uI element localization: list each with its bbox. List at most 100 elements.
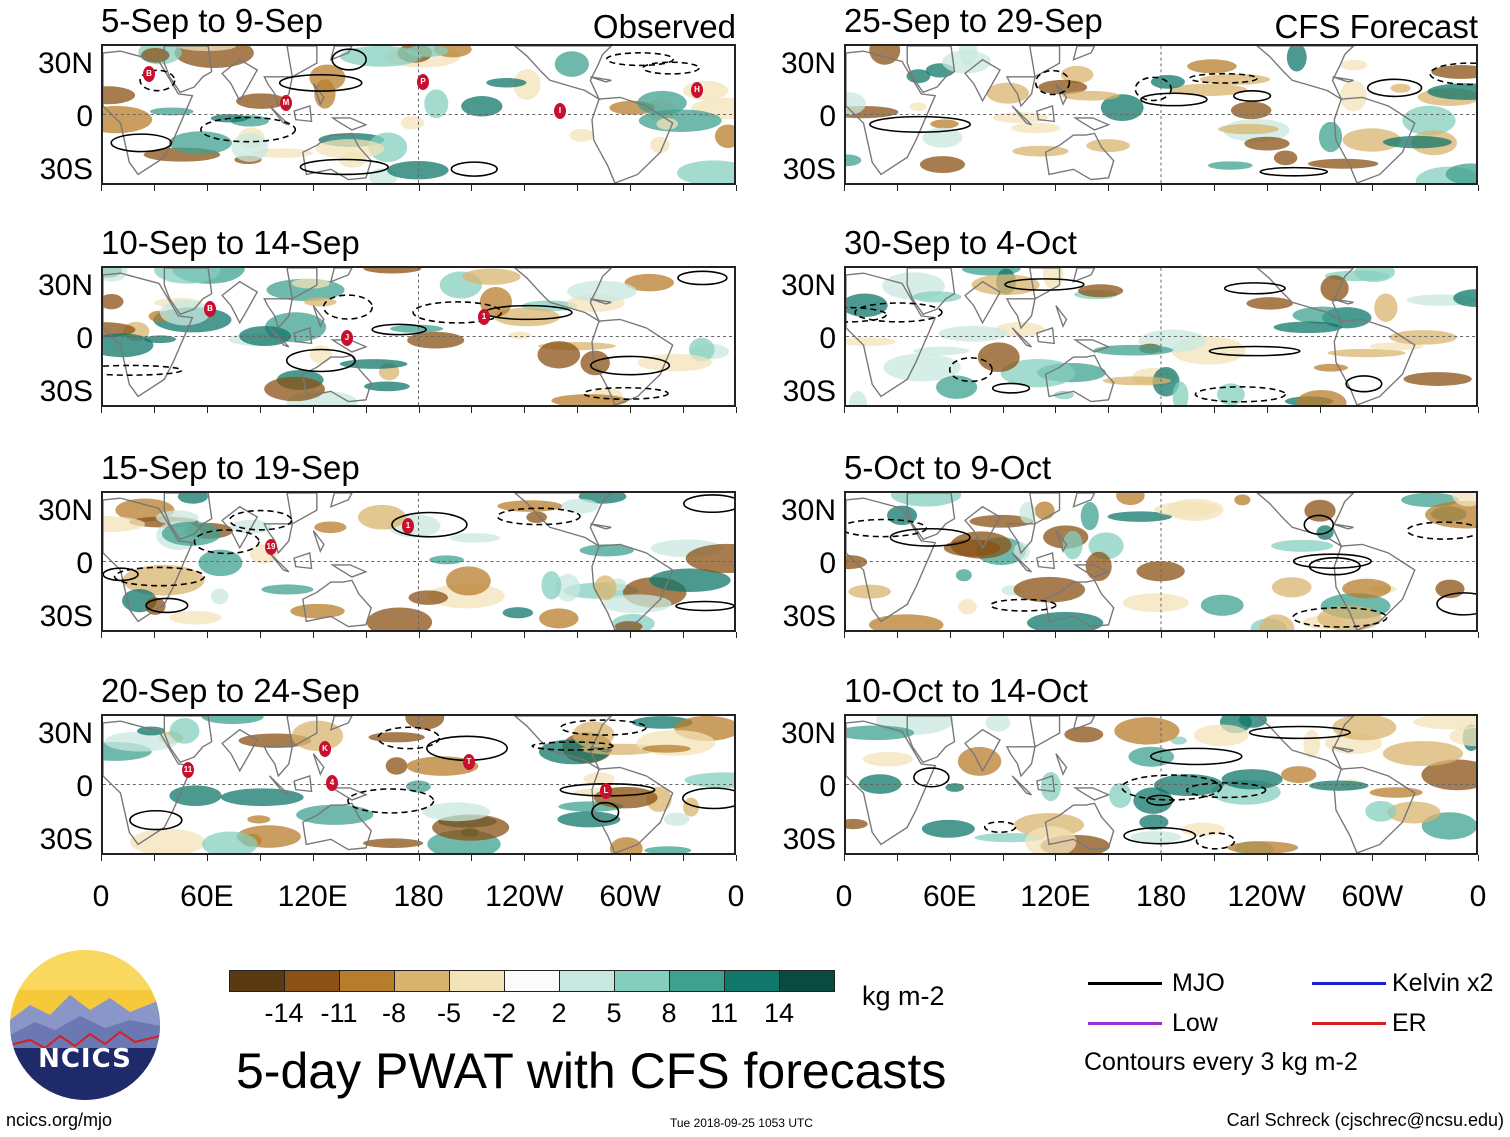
anomaly-blob (1208, 161, 1253, 170)
mjo-contour-positive (1149, 747, 1243, 766)
anomaly-blob (656, 117, 679, 130)
axis-tick (471, 185, 473, 191)
lat-label: 30N (780, 269, 836, 302)
anomaly-blob (1154, 501, 1220, 517)
axis-tick (1002, 407, 1004, 413)
contour-note: Contours every 3 kg m-2 (1084, 1048, 1358, 1076)
mjo-contour-positive (889, 527, 971, 547)
anomaly-blob (624, 273, 674, 292)
coastline (591, 766, 674, 853)
lat-label: 0 (76, 770, 93, 803)
axis-tick (1055, 407, 1057, 413)
lat-label: 0 (819, 100, 836, 133)
anomaly-blob (357, 504, 407, 530)
pwat-map-panel (844, 714, 1478, 855)
mjo-contour-negative (582, 386, 669, 400)
axis-tick (1055, 855, 1057, 861)
axis-tick (577, 407, 579, 413)
anomaly-blob (1382, 740, 1464, 767)
lat-label: 0 (76, 547, 93, 580)
anomaly-blob (1340, 80, 1367, 112)
axis-tick (365, 855, 367, 861)
coastline (293, 552, 313, 570)
mjo-contour-positive (591, 801, 620, 823)
anomaly-blob (1320, 275, 1349, 302)
anomaly-blob (314, 521, 347, 534)
anomaly-blob (1453, 289, 1476, 307)
anomaly-blob (104, 731, 179, 752)
coastline (1005, 523, 1036, 555)
anomaly-blob (103, 333, 154, 358)
axis-tick (153, 632, 155, 638)
lat-label: 0 (76, 322, 93, 355)
footer-url[interactable]: ncics.org/mjo (6, 1110, 113, 1130)
anomaly-blob (1273, 321, 1343, 334)
coastline (163, 46, 213, 94)
colorbar-tick-label: -8 (381, 998, 407, 1028)
axis-tick (259, 632, 261, 638)
anomaly-blob (912, 291, 962, 303)
anomaly-blob (1024, 826, 1077, 853)
anomaly-blob (1139, 814, 1169, 830)
anomaly-blob (921, 819, 975, 838)
coastline (1333, 543, 1416, 630)
coastline (1256, 716, 1355, 771)
anomaly-blob (862, 751, 914, 767)
anomaly-blob (637, 353, 712, 372)
coastline (513, 493, 613, 548)
axis-tick (312, 632, 314, 638)
anomaly-blob (400, 116, 425, 130)
pwat-map-panel (844, 44, 1478, 185)
coastline (1333, 318, 1416, 405)
coastline (221, 728, 259, 773)
anomaly-blob (1227, 841, 1299, 853)
anomaly-blob (405, 716, 445, 730)
coastline (1332, 746, 1354, 753)
coastline (1072, 268, 1096, 283)
anomaly-blob (386, 160, 449, 180)
anomaly-blob (883, 353, 961, 382)
anomaly-blob (1369, 342, 1424, 351)
coastline (846, 272, 937, 398)
anomaly-blob (649, 568, 731, 593)
anomaly-blob (1435, 579, 1465, 599)
axis-tick (1213, 855, 1215, 861)
coastline (591, 543, 674, 630)
axis-tick (101, 407, 102, 413)
anomaly-blob (406, 46, 449, 57)
coastline (1332, 523, 1354, 530)
colorbar-swatch (394, 970, 450, 992)
axis-tick (1478, 855, 1479, 861)
lon-label: 60E (180, 880, 234, 913)
coastline (1035, 775, 1056, 793)
anomaly-blob (1313, 363, 1349, 372)
mjo-contour-positive (331, 48, 367, 71)
anomaly-blob (103, 293, 124, 310)
colorbar-tick-label: -5 (436, 998, 462, 1028)
coastline (293, 775, 313, 793)
lat-label: 30N (780, 494, 836, 527)
tropical-cyclone-marker: B (143, 66, 155, 82)
axis-tick (736, 185, 737, 191)
panel-title: 25-Sep to 29-Sep (844, 2, 1103, 39)
anomaly-blob (1271, 577, 1312, 598)
axis-tick (153, 407, 155, 413)
anomaly-blob (537, 341, 581, 369)
anomaly-blob (1218, 123, 1279, 135)
mjo-contour-positive (1140, 92, 1208, 107)
coastline (1029, 493, 1061, 525)
mjo-contour-negative (1034, 69, 1071, 96)
anomaly-blob (1102, 376, 1172, 386)
colorbar-tick-label: -14 (264, 998, 304, 1028)
anomaly-blob (1382, 135, 1452, 149)
anomaly-blob (1403, 372, 1472, 386)
anomaly-blob (513, 69, 541, 100)
mjo-contour-negative (642, 61, 700, 75)
axis-tick (1319, 185, 1321, 191)
axis-tick (1372, 407, 1374, 413)
axis-tick (312, 855, 314, 861)
coastline (1029, 46, 1061, 78)
anomaly-blob (136, 726, 166, 736)
mjo-contour-positive (682, 787, 734, 810)
coastline (964, 505, 1001, 550)
